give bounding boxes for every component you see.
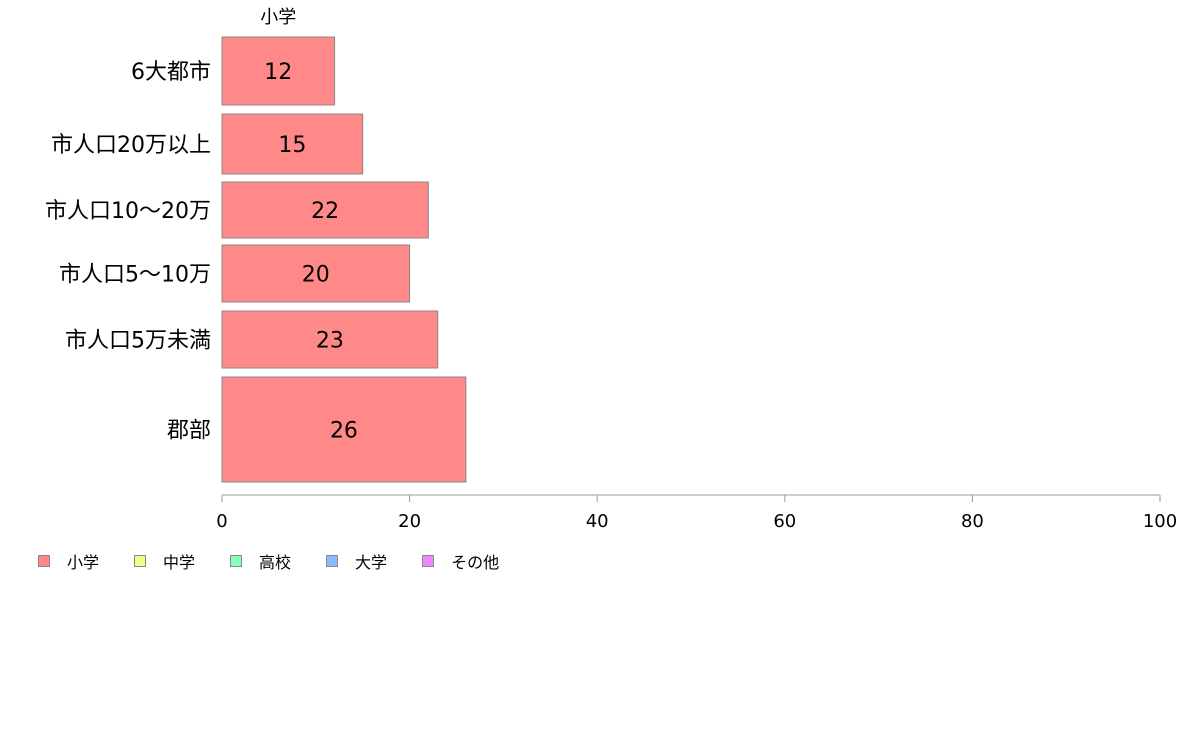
legend-item-series-5: その他 (422, 549, 499, 573)
bar (221, 244, 411, 303)
category-label: 市人口10〜20万 (45, 199, 211, 224)
x-tick-label: 0 (216, 511, 227, 532)
bar (221, 181, 429, 239)
category-label: 市人口5〜10万 (59, 263, 211, 288)
legend-swatch (134, 555, 147, 567)
legend-swatch (422, 555, 435, 567)
x-tick-label: 80 (961, 511, 984, 532)
bar (221, 113, 364, 175)
x-tick-label: 20 (398, 511, 421, 532)
data-label: 22 (311, 199, 339, 224)
bar (221, 310, 439, 369)
legend-label: 高校 (259, 553, 292, 572)
legend-label: 小学 (67, 553, 100, 572)
legend-label: 中学 (163, 553, 196, 572)
x-tick-label: 100 (1143, 511, 1177, 532)
legend: 小学 中学 高校 大学 その他 (38, 549, 534, 573)
legend-swatch (326, 555, 339, 567)
legend-swatch (230, 555, 243, 567)
legend-label: その他 (451, 553, 500, 572)
x-tick-label: 40 (586, 511, 609, 532)
legend-item-series-2: 中学 (134, 549, 195, 573)
legend-swatch (38, 555, 50, 567)
legend-item-series-4: 大学 (326, 549, 387, 573)
bar-chart-svg: 小学 6大都市 12 市人口20万以上 15 市人口10〜20万 22 市人口5〜10万 20 市… (45, 7, 1177, 532)
legend-item-series-3: 高校 (230, 549, 291, 573)
data-label: 20 (302, 263, 330, 288)
data-label: 12 (264, 60, 292, 85)
data-label: 23 (316, 329, 344, 354)
category-label: 6大都市 (131, 60, 211, 85)
bar (221, 376, 467, 483)
category-label: 市人口20万以上 (51, 133, 211, 158)
data-label: 15 (278, 133, 306, 158)
top-series-label: 小学 (260, 7, 296, 28)
data-label: 26 (330, 419, 358, 444)
category-label: 市人口5万未満 (65, 329, 211, 354)
category-label: 郡部 (167, 419, 211, 444)
legend-label: 大学 (355, 553, 388, 572)
legend-item-series-1: 小学 (38, 549, 99, 573)
bar (221, 36, 336, 106)
x-tick-label: 60 (773, 511, 796, 532)
